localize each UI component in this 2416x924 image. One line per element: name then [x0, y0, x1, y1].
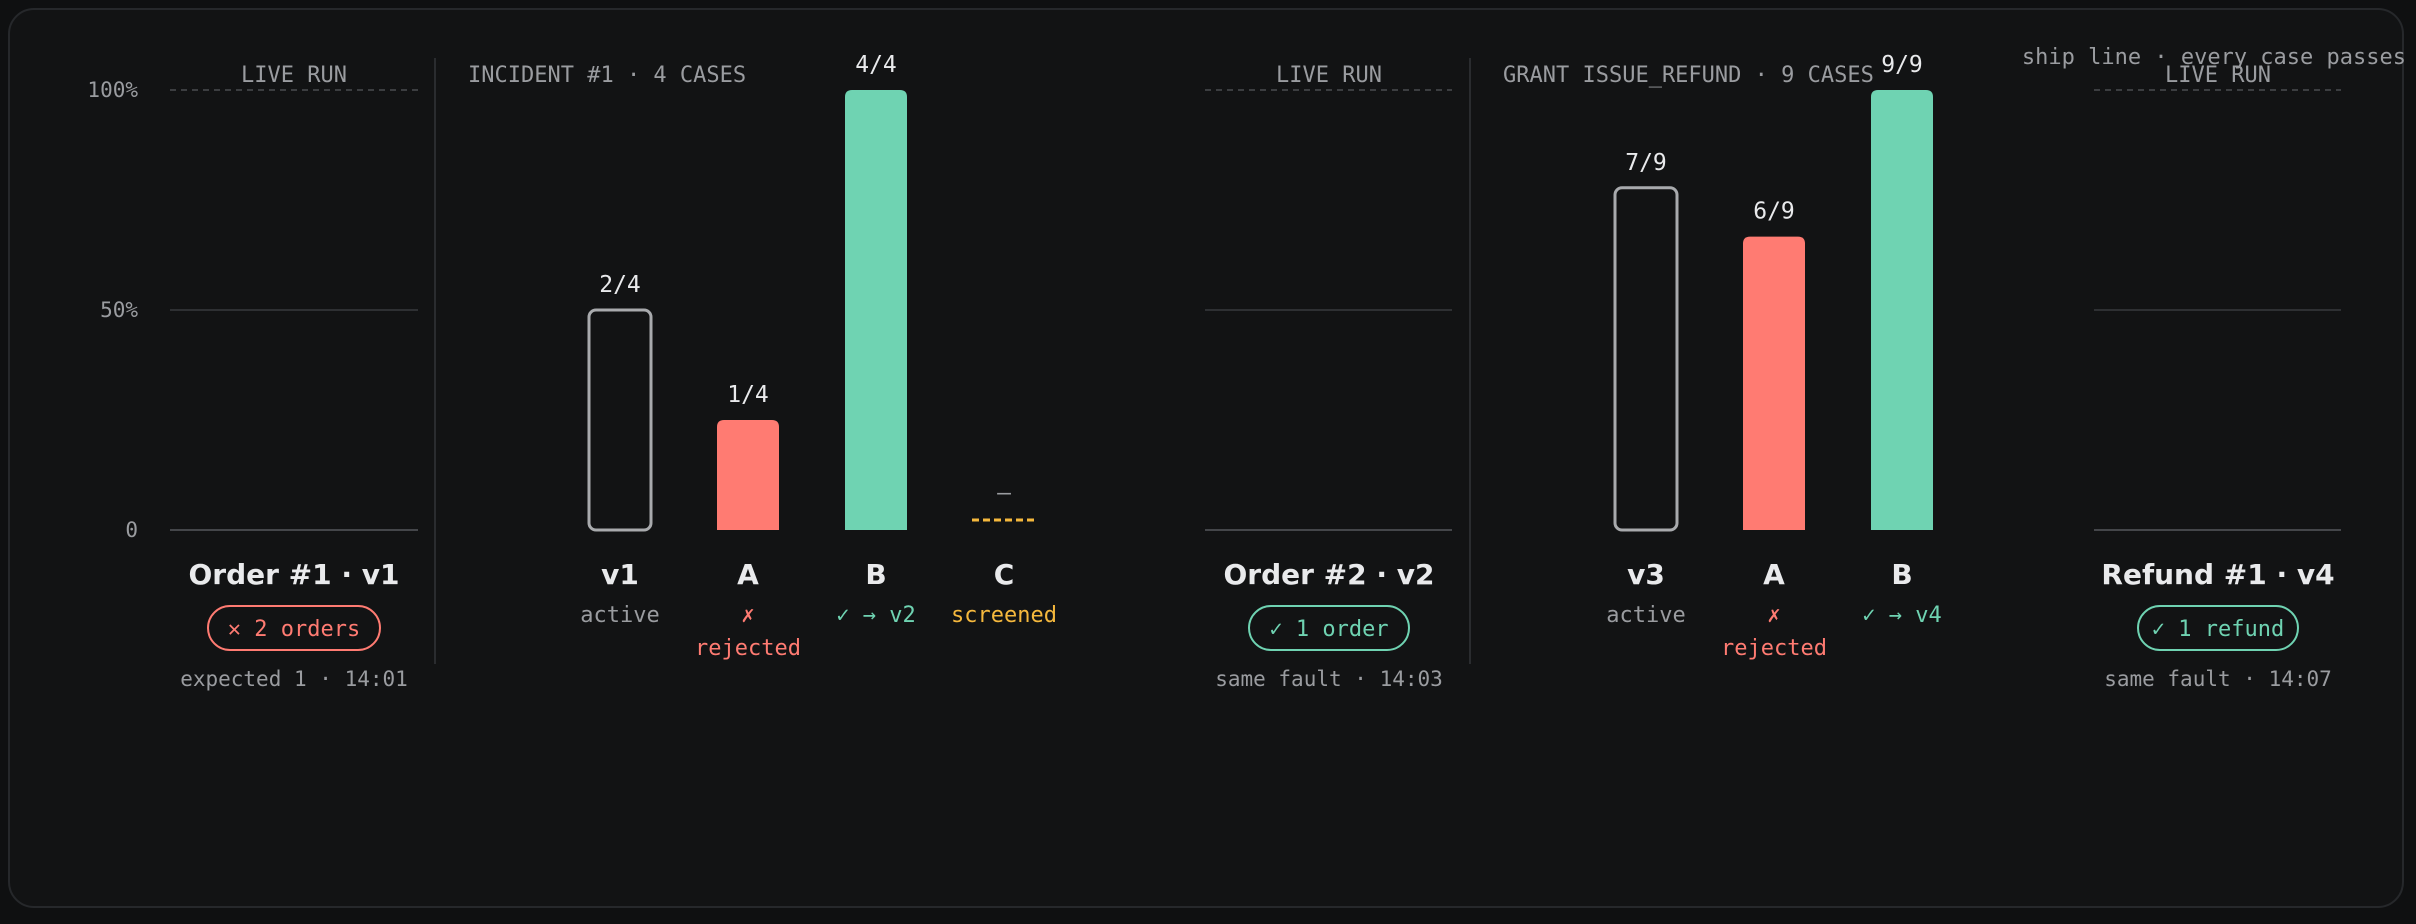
incident-header: GRANT ISSUE_REFUND · 9 CASES [1503, 63, 1874, 88]
labels-layer: LIVE RUN Order #1 · v1 ✕ 2 orders expected … [180, 45, 2406, 691]
bar-status-label: active [1606, 603, 1685, 628]
live-run-header: LIVE RUN [2165, 63, 2271, 88]
bar-status-label: active [580, 603, 659, 628]
bar-v1-active [587, 308, 653, 532]
status-badge-text: ✕ 2 orders [228, 617, 360, 642]
bar-category-label: v3 [1627, 558, 1665, 591]
bar-B-passed [845, 90, 907, 530]
run-footer: same fault · 14:03 [1215, 667, 1443, 691]
bar-v3-active [1613, 186, 1679, 532]
bar-B-passed [1871, 90, 1933, 530]
run-title: Refund #1 · v4 [2101, 558, 2334, 591]
grid-layer [170, 58, 2341, 664]
bar-A-rejected [1743, 236, 1805, 531]
bar-category-label: B [1891, 558, 1912, 591]
bar-category-label: A [737, 558, 759, 591]
ship-line-label: ship line · every case passes [2022, 45, 2406, 70]
run-footer: expected 1 · 14:01 [180, 667, 408, 691]
y-tick-label: 0 [125, 518, 138, 542]
bar-value-label: 7/9 [1625, 150, 1667, 176]
run-title: Order #2 · v2 [1223, 558, 1434, 591]
status-badge [2137, 605, 2299, 651]
bar-status-label: ✓ → v4 [1862, 603, 1941, 628]
bar-value-label: 2/4 [599, 272, 641, 298]
bar-category-label: C [994, 558, 1015, 591]
status-badge [1248, 605, 1410, 651]
bar-status-label: ✗ [741, 603, 754, 628]
bar-status-label: screened [951, 603, 1057, 628]
bar-value-label: 1/4 [727, 382, 769, 408]
bar-category-label: A [1763, 558, 1785, 591]
y-tick-label: 100% [87, 78, 138, 102]
live-run-header: LIVE RUN [241, 63, 347, 88]
live-run-header: LIVE RUN [1276, 63, 1382, 88]
bar-category-label: v1 [601, 558, 639, 591]
run-footer: same fault · 14:07 [2104, 667, 2332, 691]
bar-status-label-2: rejected [695, 636, 801, 661]
bar-value-label: — [997, 480, 1011, 506]
bar-status-label: ✗ [1767, 603, 1780, 628]
bar-value-label: 6/9 [1753, 199, 1795, 225]
status-badge-text: ✓ 1 order [1269, 617, 1388, 642]
y-axis: 100% 50% 0 [87, 78, 138, 542]
bar-value-label: 4/4 [855, 52, 897, 78]
status-badge-text: ✓ 1 refund [2152, 617, 2284, 642]
run-title: Order #1 · v1 [188, 558, 399, 591]
bar-status-label: ✓ → v2 [836, 603, 915, 628]
status-badge [207, 605, 381, 651]
bars-layer [587, 90, 1933, 532]
chart-panel [8, 8, 2404, 908]
bar-value-label: 9/9 [1881, 52, 1923, 78]
bar-category-label: B [865, 558, 886, 591]
bar-A-rejected [717, 420, 779, 530]
incident-header: INCIDENT #1 · 4 CASES [468, 63, 746, 88]
bar-status-label-2: rejected [1721, 636, 1827, 661]
y-tick-label: 50% [100, 298, 138, 322]
